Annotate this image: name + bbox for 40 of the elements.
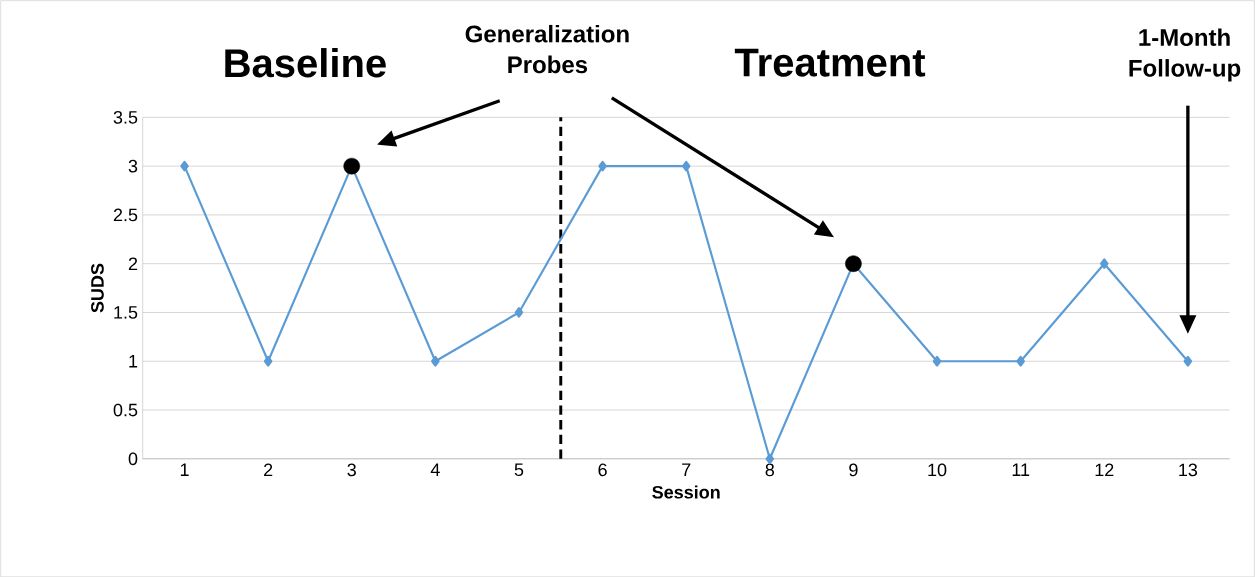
point <box>1016 355 1025 367</box>
y-tick-label: 1.5 <box>114 305 138 319</box>
text: Generalization Probes <box>465 24 629 73</box>
x-tick-label: 10 <box>928 463 947 476</box>
x-tick-label: 11 <box>1012 463 1030 476</box>
point <box>681 160 691 172</box>
x-tick-label: 13 <box>1179 463 1198 476</box>
y-tick-label: 0.5 <box>113 403 138 417</box>
point <box>845 255 862 272</box>
x-axis-title: Session <box>652 485 720 499</box>
x-tick-label: 4 <box>430 463 440 476</box>
x-tick-label: 12 <box>1095 463 1114 476</box>
x-tick-label: 8 <box>765 463 775 476</box>
x-tick-label: 9 <box>849 463 858 476</box>
y-tick-label: 3 <box>128 159 138 173</box>
point <box>263 355 273 367</box>
point <box>431 355 440 367</box>
point <box>932 355 942 367</box>
x-tick-label: 5 <box>514 463 524 476</box>
point <box>598 160 607 172</box>
x-tick-label: 1 <box>180 463 189 476</box>
x-tick-label: 7 <box>682 463 691 476</box>
point <box>1183 355 1193 367</box>
point <box>765 453 775 464</box>
y-tick-label: 3.5 <box>113 110 138 124</box>
point <box>180 160 189 172</box>
x-tick-label: 3 <box>347 463 356 476</box>
text: Treatment <box>734 48 926 77</box>
y-tick-label: 0 <box>128 452 138 465</box>
y-axis-title: SUDS <box>91 263 104 313</box>
point <box>1099 258 1109 269</box>
x-tick-label: 2 <box>264 463 273 476</box>
text: Baseline <box>225 47 386 78</box>
x-tick-label: 6 <box>598 463 607 476</box>
text: 1-Month Follow-up <box>1129 28 1241 82</box>
point <box>514 306 524 318</box>
y-tick-label: 1 <box>129 354 138 368</box>
y-tick-label: 2 <box>128 257 138 270</box>
point <box>343 157 361 175</box>
y-tick-label: 2.5 <box>113 208 138 222</box>
